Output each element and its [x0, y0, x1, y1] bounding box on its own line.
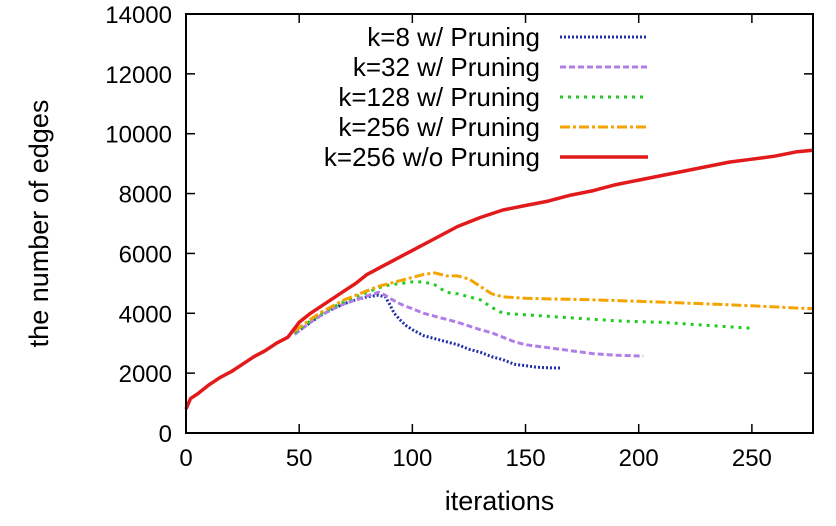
series-line-3 [293, 280, 752, 334]
legend-label: k=256 w/o Pruning [324, 142, 540, 172]
x-tick-label: 200 [619, 445, 659, 472]
x-axis-title: iterations [445, 486, 555, 516]
legend-label: k=32 w/ Pruning [353, 52, 540, 82]
x-tick-label: 250 [732, 445, 772, 472]
y-tick-label: 6000 [119, 241, 172, 268]
x-tick-label: 0 [179, 445, 192, 472]
plot-frame [185, 13, 814, 434]
legend-label: k=128 w/ Pruning [338, 82, 540, 112]
legend-label: k=8 w/ Pruning [367, 22, 540, 52]
series-lines [184, 148, 814, 410]
y-tick-label: 4000 [119, 301, 172, 328]
x-tick-label: 50 [286, 445, 313, 472]
legend-label: k=256 w/ Pruning [338, 112, 540, 142]
y-axis-title: the number of edges [24, 100, 54, 348]
y-tick-label: 10000 [105, 122, 172, 149]
x-tick-label: 100 [392, 445, 432, 472]
series-line-1 [293, 293, 562, 370]
axis-ticks: 0 50 100 150 200 250 0 2000 4000 6000 8000 10000 120… [105, 2, 813, 472]
series-line-4 [293, 271, 814, 333]
series-line-2 [293, 290, 644, 358]
y-tick-label: 14000 [105, 2, 172, 29]
y-tick-label: 8000 [119, 182, 172, 209]
y-tick-label: 2000 [119, 361, 172, 388]
x-tick-label: 150 [506, 445, 546, 472]
series-line-5 [184, 148, 814, 410]
y-tick-label: 12000 [105, 62, 172, 89]
y-tick-label: 0 [159, 421, 172, 448]
